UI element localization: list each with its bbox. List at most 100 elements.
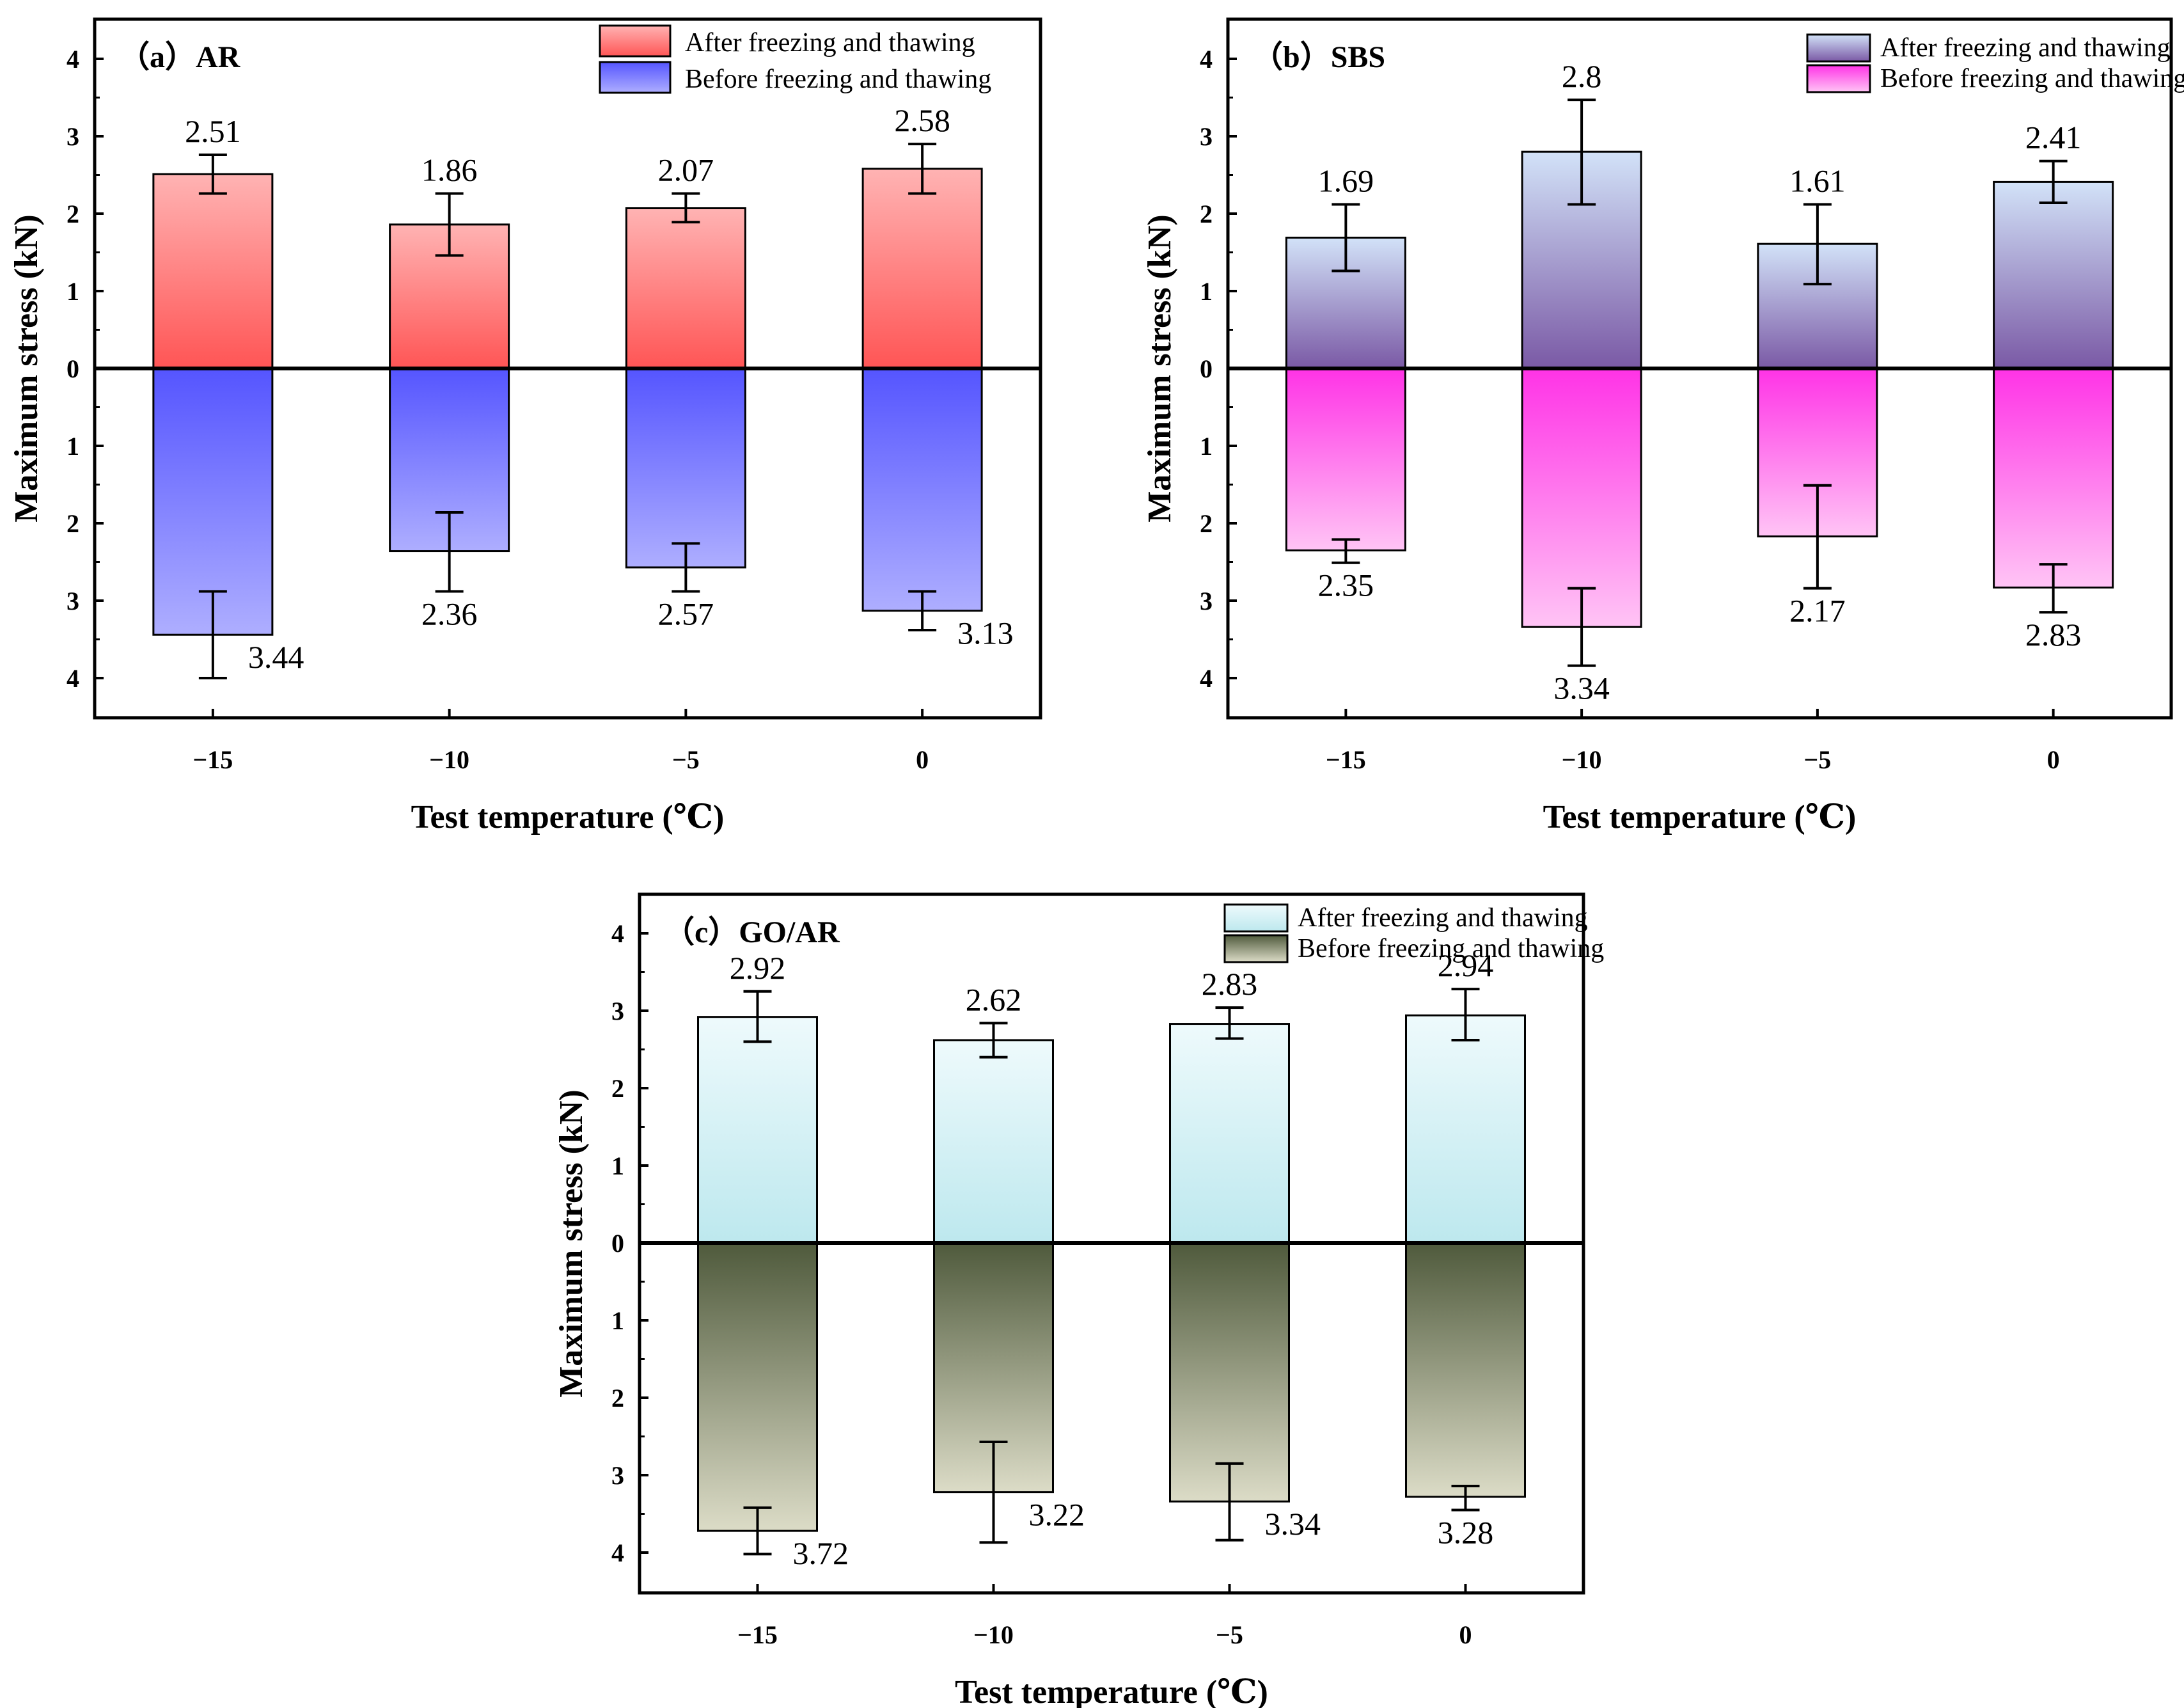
- x-tick-label: −10: [973, 1620, 1014, 1649]
- y-tick-label: 4: [67, 664, 79, 693]
- panel-a: 0 1 1 2 2 3 3 4 4 2.51 1.86 2.07 2.58 3.44 2.36 2.57 3.1…: [8, 17, 1042, 835]
- bar-before: [1285, 367, 1406, 551]
- value-label-after: 2.94: [1438, 947, 1494, 983]
- bar-after: [697, 1016, 818, 1244]
- legend-label: After freezing and thawing: [1880, 33, 2171, 63]
- legend-swatch: [1223, 903, 1289, 933]
- bar-before: [1521, 367, 1642, 628]
- y-tick-label: 1: [611, 1151, 624, 1180]
- x-tick-label: −15: [1326, 745, 1366, 774]
- panel-c: 0 1 1 2 2 3 3 4 4 2.92 2.62 2.83 2.94 3.72 3.22 3.34 3.2…: [553, 892, 1604, 1708]
- x-tick-label: −10: [1562, 745, 1602, 774]
- value-label-before: 3.44: [248, 639, 304, 675]
- y-tick-label: 3: [611, 997, 624, 1025]
- y-tick-label: 1: [1200, 277, 1213, 306]
- y-tick-label: 3: [611, 1461, 624, 1490]
- y-tick-label: 2: [611, 1384, 624, 1412]
- value-label-before: 3.72: [793, 1535, 849, 1571]
- x-axis-title: Test temperature (℃): [955, 1674, 1268, 1708]
- x-tick-label: −10: [429, 745, 469, 774]
- legend: After freezing and thawing Before freezin…: [599, 24, 991, 94]
- y-tick-label: 2: [67, 200, 79, 228]
- x-tick-label: −5: [1216, 1620, 1243, 1649]
- y-tick-label: 0: [67, 354, 79, 383]
- y-tick-label: 2: [67, 509, 79, 538]
- value-label-before: 2.36: [421, 596, 478, 631]
- value-label-after: 1.69: [1318, 162, 1374, 198]
- bar-after: [1993, 180, 2114, 370]
- x-tick-label: −5: [672, 745, 700, 774]
- y-axis-title: Maximum stress (kN): [1142, 214, 1178, 522]
- value-label-after: 2.58: [894, 102, 950, 138]
- y-tick-label: 0: [1200, 354, 1213, 383]
- legend-label: After freezing and thawing: [1298, 903, 1588, 933]
- bar-before: [861, 367, 983, 612]
- value-label-after: 2.92: [730, 950, 786, 986]
- value-label-after: 2.07: [658, 152, 714, 188]
- value-label-after: 1.61: [1789, 162, 1846, 198]
- value-label-before: 2.57: [658, 596, 714, 631]
- panel-title: （b）SBS: [1252, 40, 1385, 74]
- y-tick-label: 1: [67, 277, 79, 306]
- y-tick-label: 3: [1200, 587, 1213, 615]
- bar-after: [1169, 1023, 1290, 1244]
- value-label-before: 3.34: [1265, 1506, 1321, 1542]
- value-label-after: 2.83: [1202, 966, 1258, 1002]
- y-tick-label: 1: [611, 1306, 624, 1335]
- y-tick-label: 2: [611, 1074, 624, 1103]
- value-label-before: 3.22: [1029, 1497, 1085, 1533]
- legend-swatch: [1223, 934, 1289, 963]
- x-tick-label: 0: [2047, 745, 2060, 774]
- y-tick-label: 2: [1200, 200, 1213, 228]
- bar-after: [152, 173, 274, 370]
- x-axis-title: Test temperature (℃): [411, 799, 725, 835]
- bar-before: [1993, 367, 2114, 589]
- x-tick-label: −15: [192, 745, 233, 774]
- value-label-after: 2.51: [185, 113, 241, 149]
- legend-swatch: [1806, 33, 1871, 63]
- bar-after: [861, 168, 983, 370]
- x-tick-label: 0: [916, 745, 929, 774]
- y-tick-label: 3: [67, 122, 79, 151]
- legend-label: Before freezing and thawing: [1880, 64, 2184, 93]
- bar-before: [1405, 1242, 1526, 1498]
- x-axis-title: Test temperature (℃): [1543, 799, 1857, 835]
- y-tick-label: 4: [1200, 45, 1213, 74]
- bar-after: [1405, 1014, 1526, 1244]
- y-axis-title: Maximum stress (kN): [8, 214, 45, 522]
- panel-title: （a）AR: [119, 40, 241, 74]
- value-label-after: 2.62: [966, 981, 1022, 1017]
- panel-b: 0 1 1 2 2 3 3 4 4 1.69 2.8 1.61 2.41 2.35 3.34 2.17 2.83…: [1142, 17, 2184, 835]
- bar-before: [1169, 1242, 1290, 1503]
- value-label-before: 2.83: [2025, 617, 2082, 652]
- value-label-before: 2.17: [1789, 593, 1846, 629]
- bar-before: [625, 367, 746, 569]
- y-axis-title: Maximum stress (kN): [553, 1089, 590, 1397]
- y-tick-label: 0: [611, 1229, 624, 1258]
- panel-title: （c）GO/AR: [664, 915, 840, 949]
- x-tick-label: −15: [737, 1620, 778, 1649]
- legend-label: Before freezing and thawing: [1298, 934, 1604, 963]
- y-tick-label: 4: [1200, 664, 1213, 693]
- y-tick-label: 2: [1200, 509, 1213, 538]
- value-label-after: 2.41: [2025, 120, 2082, 155]
- value-label-before: 3.34: [1553, 670, 1610, 706]
- y-tick-label: 1: [1200, 432, 1213, 461]
- y-tick-label: 4: [611, 919, 624, 948]
- legend-swatch: [1806, 64, 1871, 93]
- value-label-after: 2.8: [1562, 58, 1602, 94]
- value-label-before: 3.13: [957, 615, 1014, 651]
- value-label-before: 2.35: [1318, 567, 1374, 603]
- bar-after: [625, 207, 746, 370]
- legend-swatch: [599, 24, 672, 58]
- legend-label: Before freezing and thawing: [685, 65, 991, 94]
- value-label-before: 3.28: [1438, 1514, 1494, 1550]
- x-tick-label: −5: [1803, 745, 1831, 774]
- y-tick-label: 3: [67, 587, 79, 615]
- legend-label: After freezing and thawing: [685, 28, 975, 58]
- y-tick-label: 3: [1200, 122, 1213, 151]
- y-tick-label: 4: [611, 1538, 624, 1567]
